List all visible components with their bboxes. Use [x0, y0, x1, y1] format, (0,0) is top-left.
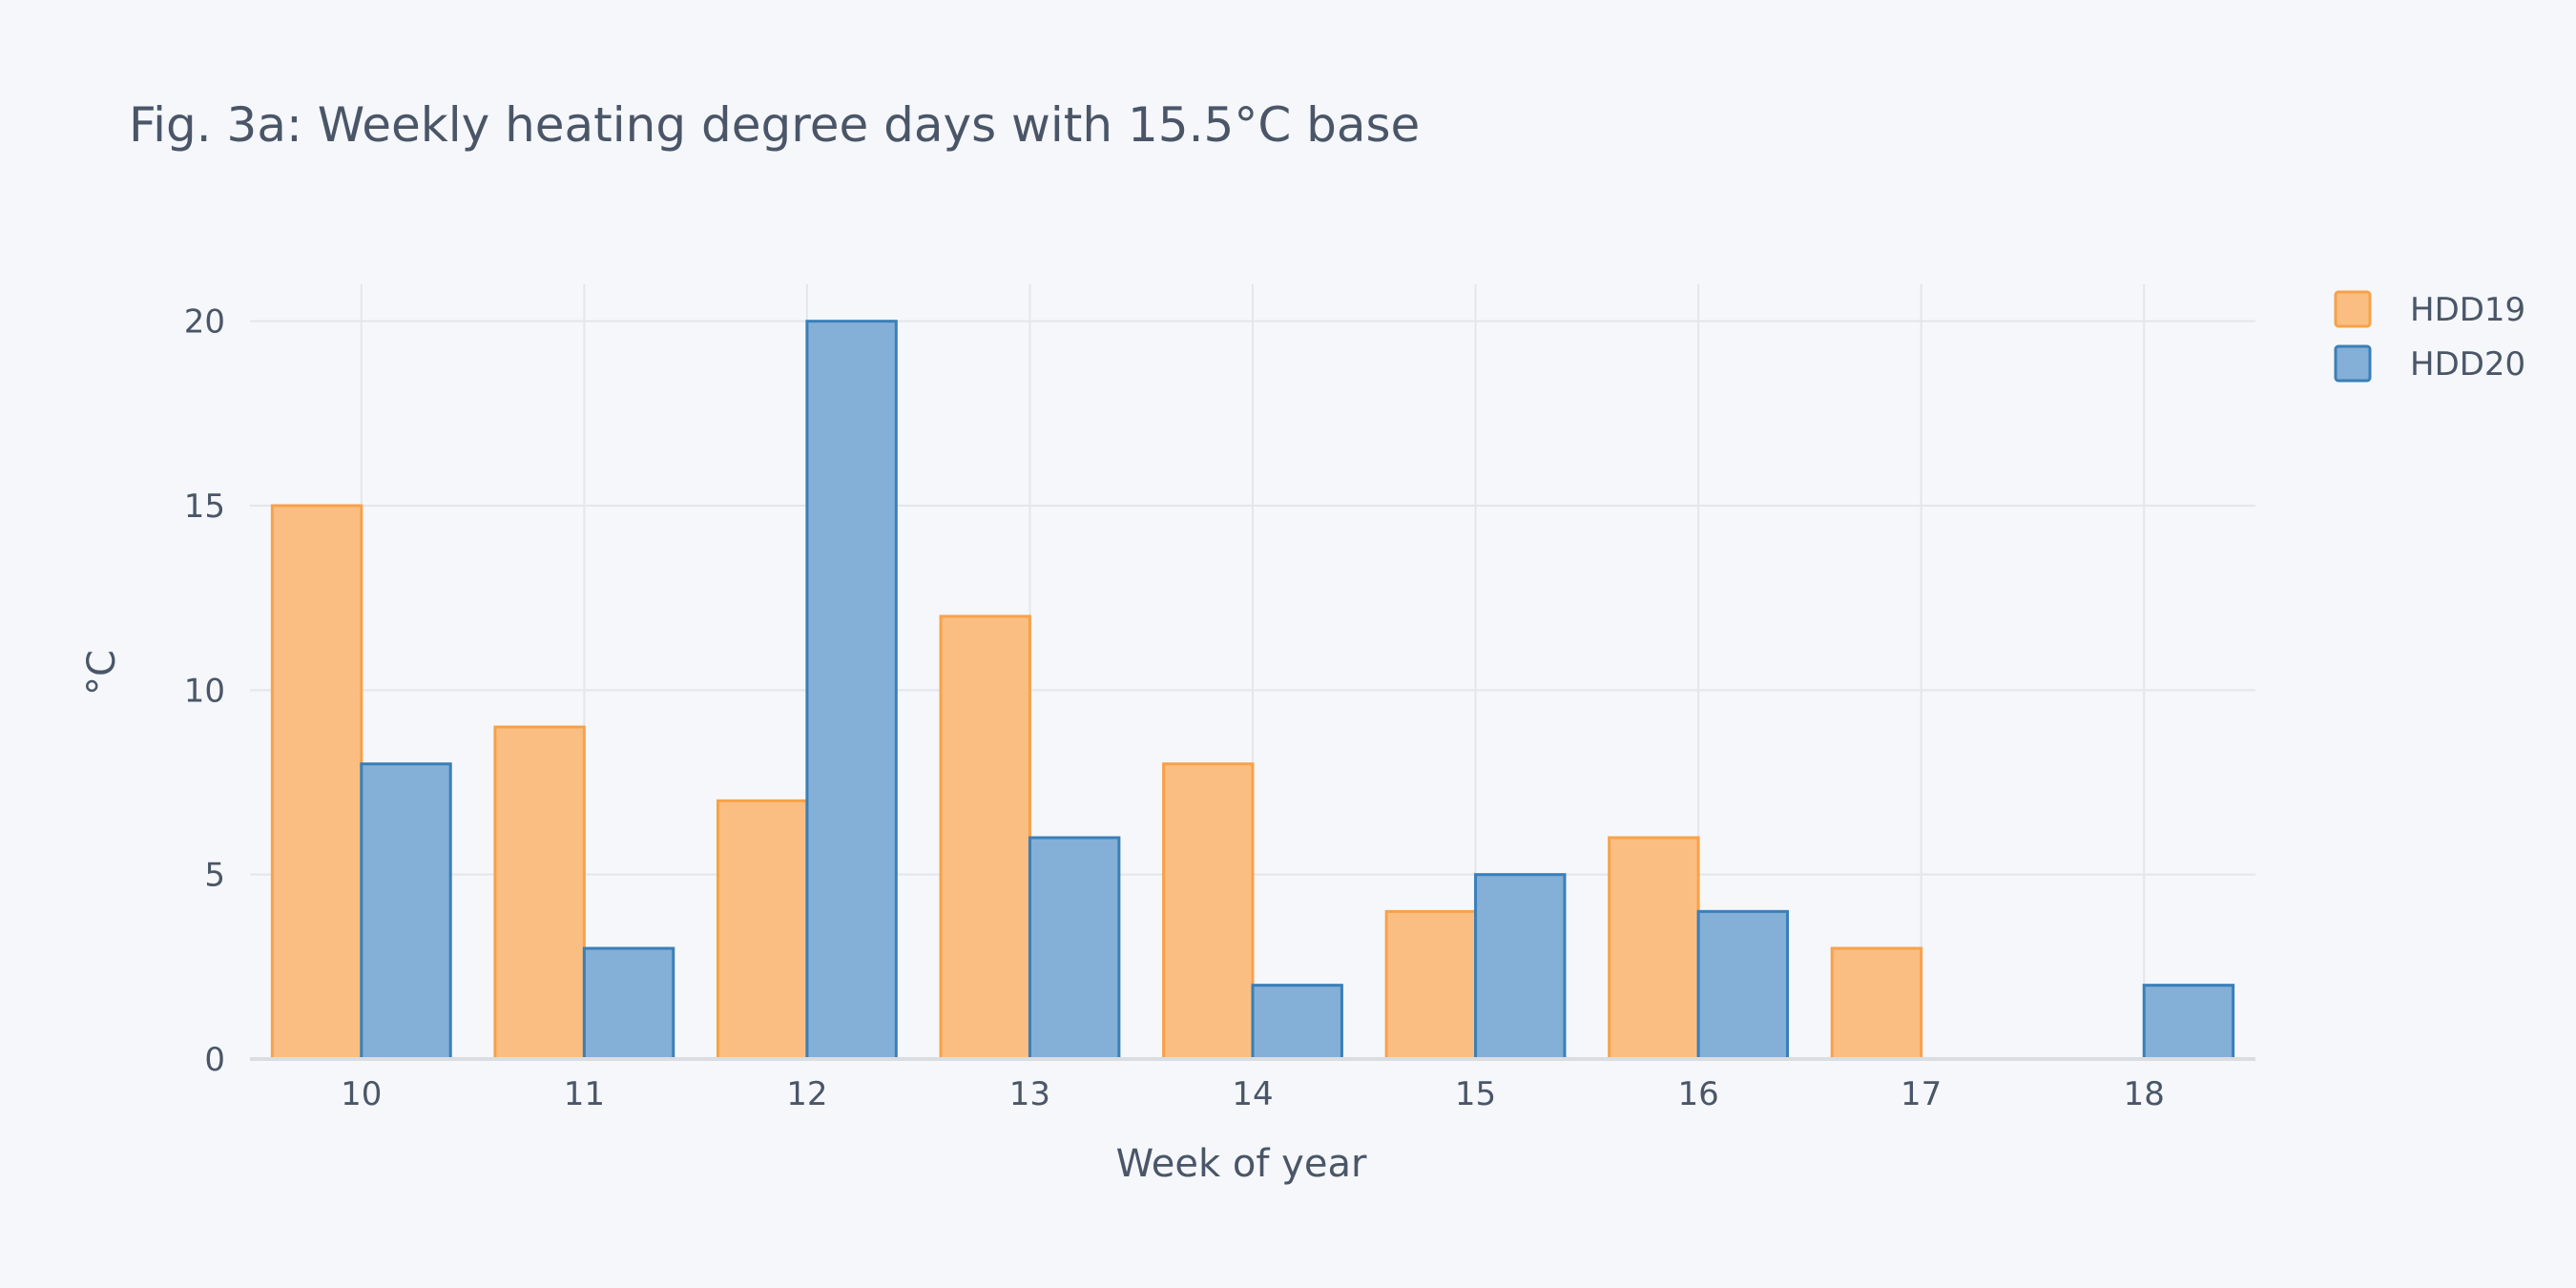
bar-hdd19-week-17[interactable] [1830, 946, 1923, 1061]
legend-label: HDD20 [2410, 345, 2525, 384]
y-tick-label: 0 [204, 1041, 225, 1079]
bar-hdd19-week-16[interactable] [1608, 836, 1700, 1061]
grid-lines [250, 284, 2255, 1059]
legend-item-hdd20[interactable]: HDD20 [2334, 344, 2525, 384]
legend-swatch [2334, 344, 2372, 383]
chart-title: Fig. 3a: Weekly heating degree days with… [129, 97, 1420, 153]
bar-hdd19-week-14[interactable] [1162, 762, 1255, 1061]
bar-hdd20-week-10[interactable] [360, 762, 452, 1061]
axes: 0 5 10 15 20 10 11 12 13 14 15 16 17 18 [184, 303, 2255, 1113]
x-tick-label: 17 [1901, 1075, 1942, 1113]
legend[interactable]: HDD19 HDD20 [2334, 290, 2525, 384]
y-axis-title: °C [80, 650, 124, 696]
legend-swatch [2334, 290, 2372, 328]
y-tick-label: 10 [184, 672, 225, 710]
bar-hdd20-week-13[interactable] [1028, 836, 1121, 1061]
bar-hdd20-week-18[interactable] [2142, 984, 2235, 1061]
legend-label: HDD19 [2410, 291, 2525, 329]
x-tick-label: 12 [786, 1075, 827, 1113]
y-tick-label: 5 [204, 857, 225, 895]
bar-hdd19-week-15[interactable] [1384, 909, 1478, 1061]
bar-hdd19-week-11[interactable] [493, 725, 586, 1061]
y-tick-label: 20 [184, 303, 225, 342]
x-tick-label: 11 [564, 1075, 605, 1113]
x-tick-label: 10 [341, 1075, 382, 1113]
bar-hdd20-week-15[interactable] [1474, 873, 1567, 1061]
bar-hdd19-week-13[interactable] [939, 614, 1031, 1061]
bar-hdd19-week-12[interactable] [716, 799, 809, 1061]
bar-hdd19-week-10[interactable] [270, 504, 364, 1061]
bar-hdd20-week-16[interactable] [1696, 909, 1790, 1061]
x-tick-label: 18 [2124, 1075, 2165, 1113]
x-axis-title: Week of year [1116, 1142, 1367, 1186]
y-tick-label: 15 [184, 488, 225, 526]
bars [270, 320, 2235, 1061]
bar-hdd20-week-14[interactable] [1251, 984, 1343, 1061]
bar-hdd20-week-11[interactable] [582, 946, 675, 1061]
x-tick-label: 13 [1009, 1075, 1050, 1113]
bar-hdd20-week-12[interactable] [805, 320, 898, 1061]
x-tick-label: 15 [1455, 1075, 1496, 1113]
x-tick-label: 14 [1232, 1075, 1273, 1113]
x-tick-label: 16 [1677, 1075, 1718, 1113]
legend-item-hdd19[interactable]: HDD19 [2334, 290, 2525, 329]
